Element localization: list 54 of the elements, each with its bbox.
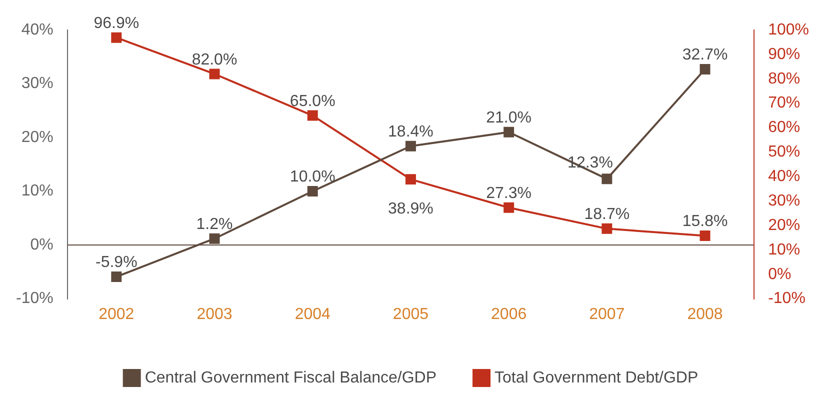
y2-tick-label: 40% [768,168,800,186]
x-tick-label: 2004 [294,306,331,323]
y-tick-label: 40% [21,21,54,38]
data-label: 32.7% [682,46,728,64]
data-label: 38.9% [388,200,434,218]
data-label: 18.7% [584,206,630,224]
x-tick-label: 2007 [589,306,625,323]
point [405,174,416,185]
x-tick-label: 2002 [98,306,134,323]
data-label: 82.0% [192,51,238,68]
point [307,110,318,121]
y2-tick-label: 20% [768,216,800,234]
point [307,186,318,197]
point [504,202,514,213]
y2-tick-label: 70% [768,94,800,112]
y-tick-label: -10% [16,290,54,308]
y2-tick-label: 10% [768,241,800,258]
data-label: 21.0% [486,110,532,127]
point [111,32,122,43]
point [209,68,220,80]
y2-tick-label: -10% [768,290,806,308]
y2-tick-label: 0% [768,266,792,283]
point [405,140,416,152]
point [602,174,612,184]
legend-label: Central Government Fiscal Balance/GDP [144,369,437,386]
data-label: 27.3% [486,185,532,202]
data-label: 18.4% [388,124,434,141]
y-tick-label: 0% [30,236,54,254]
point [111,272,122,282]
y-tick-label: 20% [21,128,54,146]
legend-label: Total Government Debt/GDP [494,369,698,386]
data-label: -5.9% [96,254,138,272]
y2-tick-label: 50% [768,144,800,161]
x-tick-label: 2006 [491,306,527,323]
data-label: 65.0% [290,92,336,110]
data-label: 1.2% [196,216,233,233]
data-label: 15.8% [682,213,728,230]
y2-tick-label: 90% [768,46,800,63]
data-label: 96.9% [94,14,140,32]
x-tick-label: 2003 [196,306,232,323]
point [700,64,710,74]
point [504,126,514,138]
y2-tick-label: 60% [768,119,800,136]
x-tick-label: 2005 [392,306,429,323]
point [209,233,220,244]
y2-tick-label: 30% [768,192,800,210]
point [602,223,612,234]
y-tick-label: 30% [21,75,54,92]
data-label: 10.0% [290,168,336,186]
y2-tick-label: 100% [768,21,809,38]
y-tick-label: 10% [21,182,54,200]
point [700,230,710,241]
x-tick-label: 2008 [687,306,723,323]
y2-tick-label: 80% [768,70,800,88]
